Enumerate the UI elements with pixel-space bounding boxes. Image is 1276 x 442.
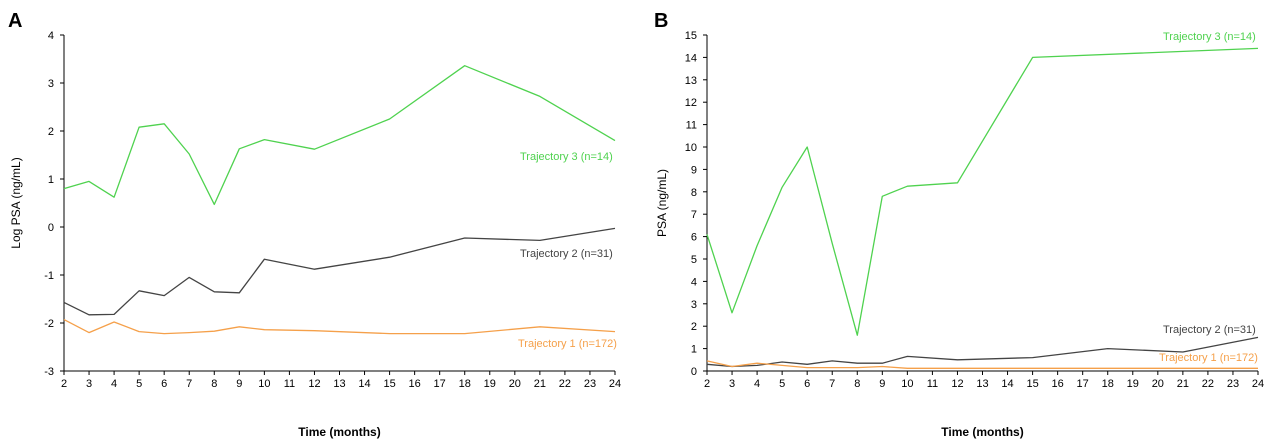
- series-label: Trajectory 3 (n=14): [1163, 31, 1256, 43]
- x-tick-label: 24: [609, 378, 621, 390]
- series-line-1: [706, 47, 1259, 336]
- x-tick-label: 13: [976, 378, 988, 390]
- x-tick-label: 22: [1202, 378, 1214, 390]
- x-tick-label: 12: [951, 378, 963, 390]
- x-tick-label: 16: [1052, 378, 1064, 390]
- x-tick-label: 5: [136, 378, 142, 390]
- x-tick-label: 19: [484, 378, 496, 390]
- y-tick-label: 12: [685, 97, 697, 109]
- x-axis-title: Time (months): [941, 425, 1023, 439]
- x-tick-label: 4: [111, 378, 117, 390]
- series-label: Trajectory 2 (n=31): [520, 248, 613, 260]
- panel-letter: B: [654, 10, 668, 32]
- series-label: Trajectory 2 (n=31): [1163, 324, 1256, 336]
- x-tick-label: 7: [829, 378, 835, 390]
- y-tick-label: 15: [685, 30, 697, 42]
- x-tick-label: 4: [754, 378, 760, 390]
- x-tick-label: 15: [383, 378, 395, 390]
- y-tick-label: 3: [48, 78, 54, 90]
- x-tick-label: 23: [584, 378, 596, 390]
- y-axis-title: PSA (ng/mL): [655, 169, 669, 237]
- y-tick-label: -1: [44, 270, 54, 282]
- x-tick-label: 17: [434, 378, 446, 390]
- x-tick-label: 20: [509, 378, 521, 390]
- y-tick-label: 13: [685, 75, 697, 87]
- x-tick-label: 9: [879, 378, 885, 390]
- x-tick-label: 23: [1227, 378, 1239, 390]
- series-line-1: [63, 65, 616, 206]
- y-tick-label: 9: [691, 164, 697, 176]
- y-tick-label: 7: [691, 209, 697, 221]
- x-tick-label: 10: [901, 378, 913, 390]
- series-line-3: [706, 360, 1258, 369]
- x-tick-label: 10: [258, 378, 270, 390]
- x-tick-label: 13: [333, 378, 345, 390]
- y-tick-label: 1: [691, 344, 697, 356]
- x-tick-label: 21: [534, 378, 546, 390]
- y-tick-label: 0: [691, 366, 697, 378]
- y-tick-label: 4: [48, 30, 54, 42]
- series-label: Trajectory 3 (n=14): [520, 151, 613, 163]
- x-tick-label: 15: [1026, 378, 1038, 390]
- y-tick-label: 8: [691, 187, 697, 199]
- x-tick-label: 2: [61, 378, 67, 390]
- y-tick-label: 2: [691, 321, 697, 333]
- series-line-3: [63, 319, 616, 335]
- x-tick-label: 2: [704, 378, 710, 390]
- x-tick-label: 8: [211, 378, 217, 390]
- y-tick-label: 10: [685, 142, 697, 154]
- y-tick-label: 3: [691, 299, 697, 311]
- x-tick-label: 11: [284, 378, 295, 390]
- x-tick-label: 7: [186, 378, 192, 390]
- x-tick-label: 22: [559, 378, 571, 390]
- y-axis-title: Log PSA (ng/mL): [9, 157, 23, 248]
- y-tick-label: -3: [44, 366, 54, 378]
- x-tick-label: 19: [1127, 378, 1139, 390]
- x-tick-label: 17: [1077, 378, 1089, 390]
- x-tick-label: 24: [1252, 378, 1264, 390]
- y-tick-label: 5: [691, 254, 697, 266]
- series-label: Trajectory 1 (n=172): [518, 338, 617, 350]
- x-tick-label: 6: [804, 378, 810, 390]
- series-line-2: [63, 227, 616, 316]
- x-tick-label: 14: [358, 378, 370, 390]
- series-line-2: [706, 336, 1259, 368]
- y-tick-label: 6: [691, 232, 697, 244]
- x-tick-label: 20: [1152, 378, 1164, 390]
- y-tick-label: 14: [685, 52, 697, 64]
- x-tick-label: 18: [459, 378, 471, 390]
- x-tick-label: 14: [1001, 378, 1013, 390]
- y-tick-label: 2: [48, 126, 54, 138]
- y-tick-label: 0: [48, 222, 54, 234]
- x-tick-label: 18: [1102, 378, 1114, 390]
- x-tick-label: 8: [854, 378, 860, 390]
- y-tick-label: 1: [48, 174, 54, 186]
- x-tick-label: 6: [161, 378, 167, 390]
- x-tick-label: 11: [927, 378, 938, 390]
- series-label: Trajectory 1 (n=172): [1159, 352, 1258, 364]
- x-tick-label: 3: [86, 378, 92, 390]
- x-tick-label: 12: [308, 378, 320, 390]
- y-tick-label: 11: [686, 120, 697, 132]
- y-tick-label: 4: [691, 276, 697, 288]
- x-tick-label: 5: [779, 378, 785, 390]
- x-tick-label: 21: [1177, 378, 1189, 390]
- y-tick-label: -2: [44, 318, 54, 330]
- x-tick-label: 9: [236, 378, 242, 390]
- x-axis-title: Time (months): [298, 425, 380, 439]
- x-tick-label: 16: [409, 378, 421, 390]
- x-tick-label: 3: [729, 378, 735, 390]
- panel-letter: A: [8, 10, 22, 32]
